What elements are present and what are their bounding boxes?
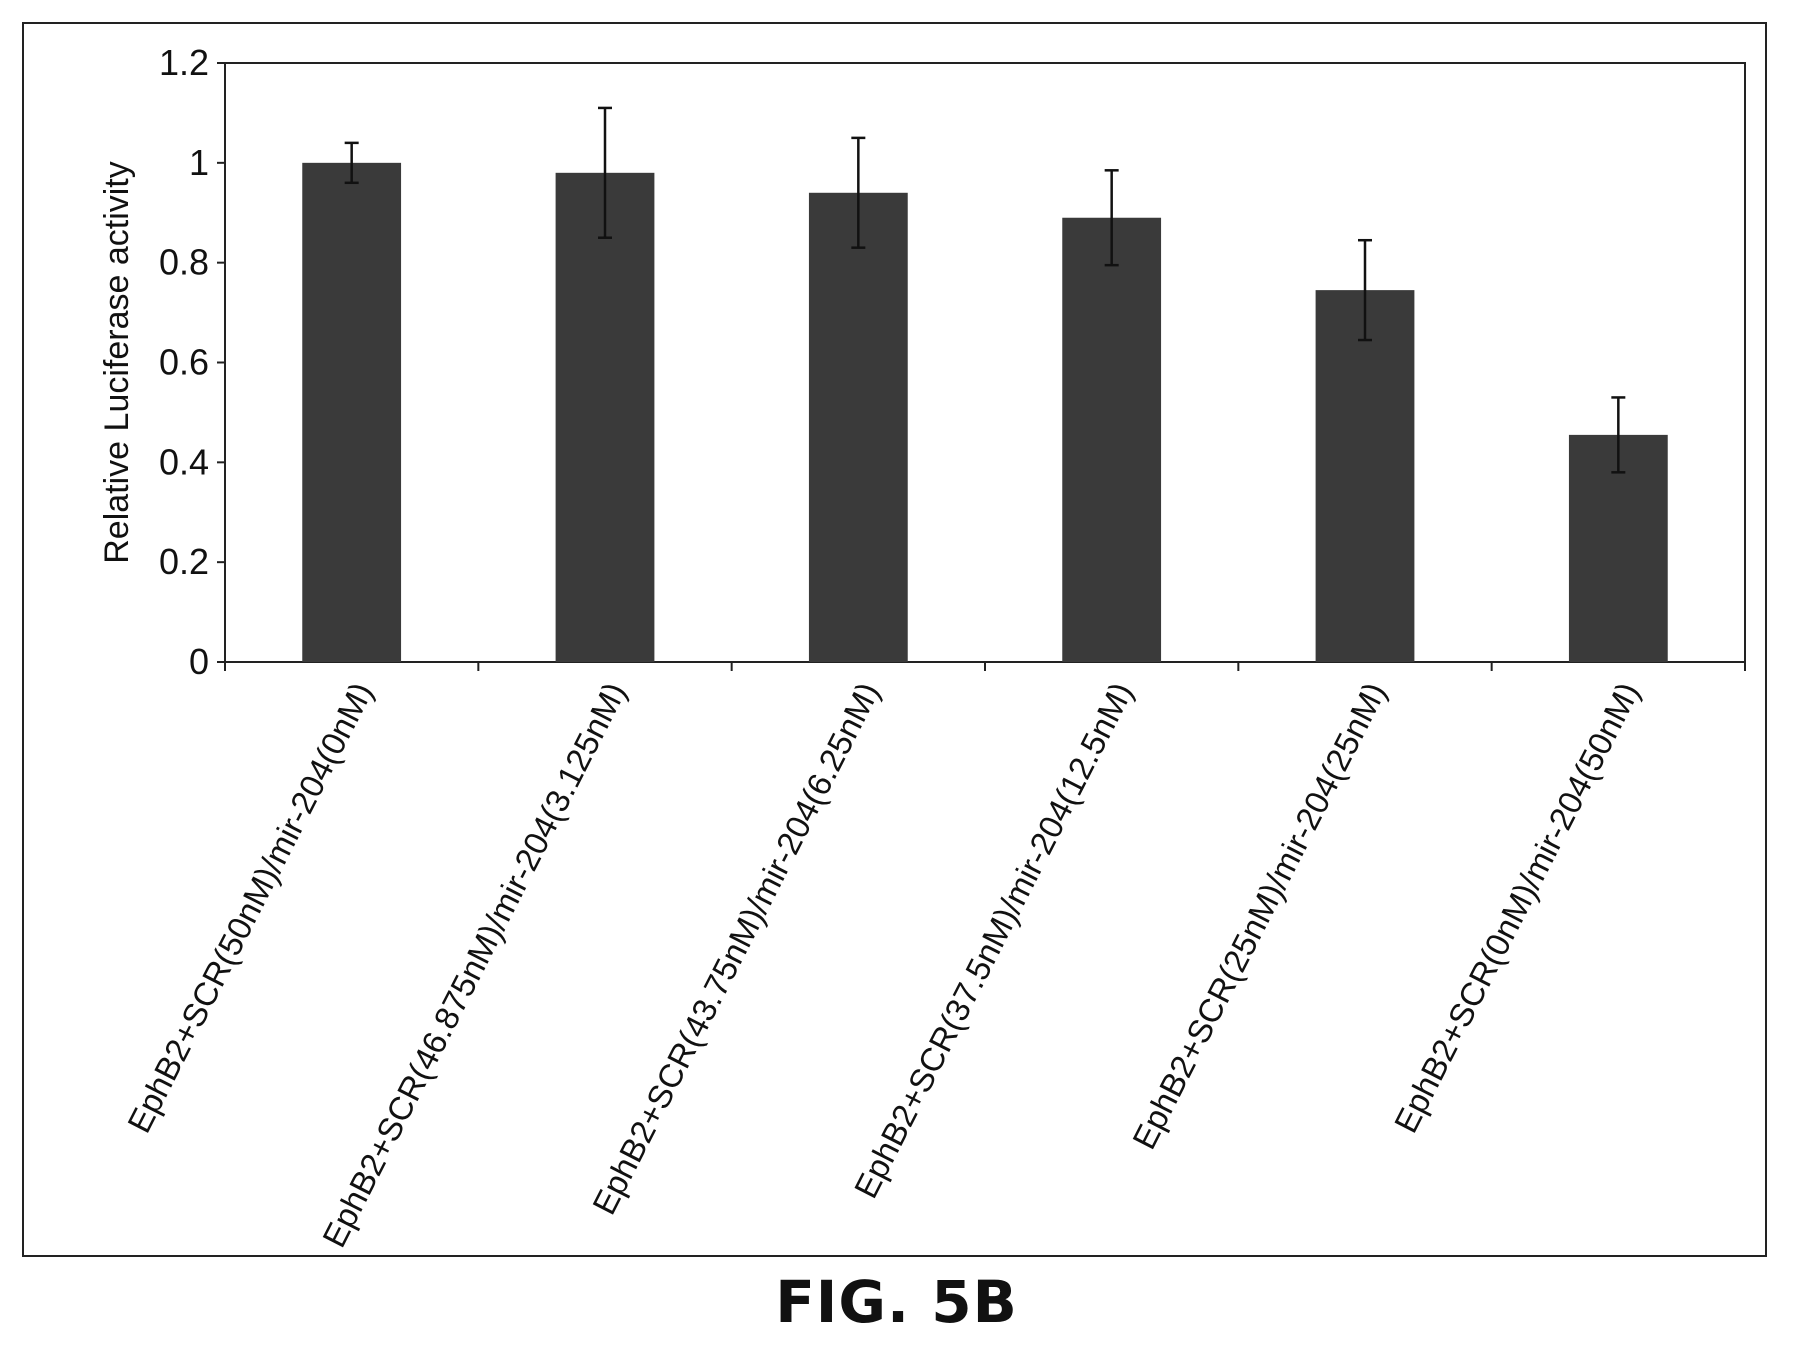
y-tick-label: 1.2 xyxy=(159,42,209,83)
y-tick-label: 0.6 xyxy=(159,342,209,383)
bar-4 xyxy=(1062,217,1162,662)
bar-5 xyxy=(1315,290,1415,662)
x-category-label: EphB2+SCR(46.875nM)/mir-204(3.125nM) xyxy=(315,676,633,1253)
y-tick-label: 1 xyxy=(189,142,209,183)
y-axis-title: Relative Luciferase activity xyxy=(98,161,136,564)
bar-1 xyxy=(302,162,402,663)
y-tick-label: 0.8 xyxy=(159,242,209,283)
y-tick-label: 0.2 xyxy=(159,541,209,582)
x-category-label: EphB2+SCR(50nM)/mir-204(0nM) xyxy=(120,676,380,1138)
bar-2 xyxy=(555,172,655,663)
plot-area xyxy=(224,62,1746,663)
x-category-label: EphB2+SCR(37.5nM)/mir-204(12.5nM) xyxy=(847,676,1140,1203)
figure-caption: FIG. 5B xyxy=(775,1268,1018,1336)
chart-frame xyxy=(22,22,1767,1257)
y-tick-label: 0 xyxy=(189,641,209,682)
bar-3 xyxy=(808,192,908,663)
x-category-label: EphB2+SCR(0nM)/mir-204(50nM) xyxy=(1387,676,1647,1138)
x-category-label: EphB2+SCR(43.75nM)/mir-204(6.25nM) xyxy=(585,676,887,1220)
y-tick-label: 0.4 xyxy=(159,441,209,482)
x-category-label: EphB2+SCR(25nM)/mir-204(25nM) xyxy=(1125,676,1393,1154)
